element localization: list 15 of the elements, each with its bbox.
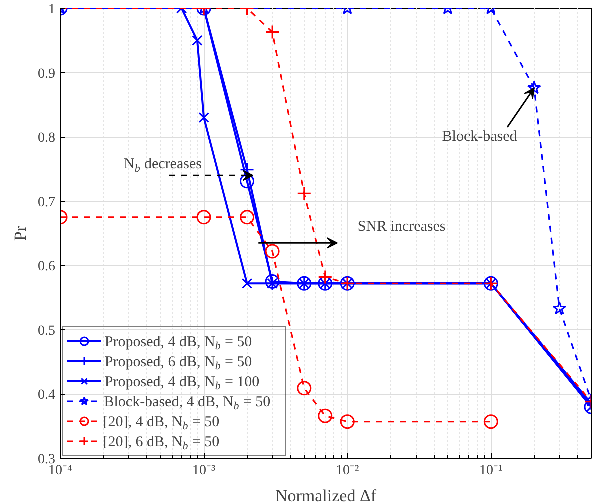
x-tick-label: 10⁻³ xyxy=(192,464,216,478)
y-tick-label: 0.6 xyxy=(38,260,56,275)
y-tick-label: 0.8 xyxy=(38,131,56,146)
x-axis-title: Normalized Δf xyxy=(275,486,377,503)
y-tick-label: 0.4 xyxy=(38,388,56,404)
annotation: Block-based xyxy=(442,129,518,146)
annotation: SNR increases xyxy=(358,219,446,236)
y-tick-label: 0.9 xyxy=(38,66,56,82)
x-tick-label: 10⁻¹ xyxy=(480,464,503,478)
y-tick-label: 0.7 xyxy=(38,195,56,210)
y-tick-label: 1 xyxy=(48,2,56,18)
x-tick-label: 10⁻⁴ xyxy=(48,464,73,478)
x-tick-label: 10⁻² xyxy=(336,464,360,478)
y-axis-title: Pr xyxy=(11,226,30,242)
y-tick-label: 0.5 xyxy=(38,324,56,339)
